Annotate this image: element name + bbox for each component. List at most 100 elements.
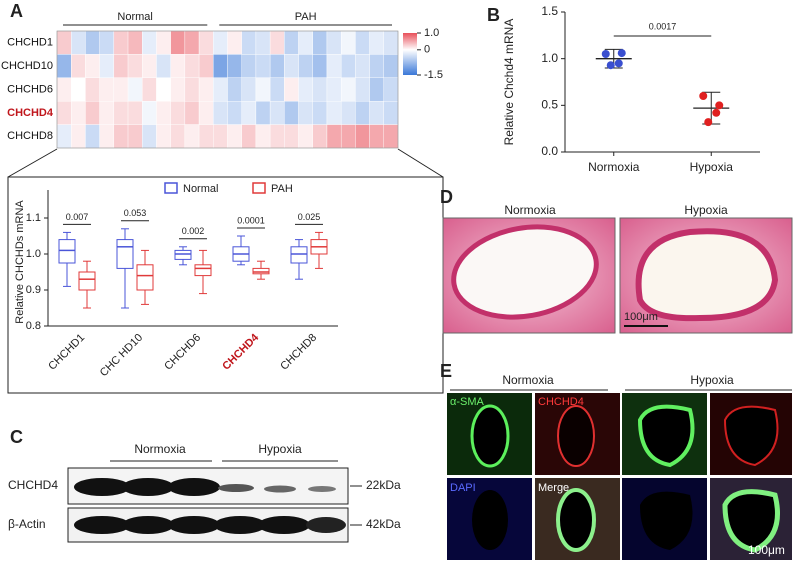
heatmap-cell <box>56 30 72 55</box>
heatmap-cell <box>113 100 129 125</box>
colorbar-label: -1.5 <box>424 69 443 81</box>
heatmap-cell <box>198 77 214 102</box>
dot <box>715 101 724 110</box>
heatmap-cell <box>56 77 72 102</box>
heatmap-cell <box>85 77 100 102</box>
heatmap-cell <box>326 124 342 149</box>
heatmap-cell <box>284 77 299 102</box>
legend-swatch <box>252 182 266 194</box>
heatmap-cell <box>71 100 86 125</box>
heatmap-cell <box>298 54 313 79</box>
heatmap-cell <box>198 124 214 149</box>
channel-label: DAPI <box>450 482 476 494</box>
fluorescence-images <box>447 393 792 560</box>
heatmap-cell <box>56 54 72 79</box>
heatmap-cell <box>127 30 143 55</box>
heatmap-cell <box>127 124 143 149</box>
y-tick-label: 1.0 <box>26 248 41 260</box>
colorbar <box>403 33 417 75</box>
heatmap-cell <box>298 30 313 55</box>
group-label: Hypoxia <box>258 442 302 456</box>
heatmap-cell <box>213 77 228 102</box>
box <box>116 239 134 269</box>
heatmap-cell <box>113 77 129 102</box>
heatmap-cell <box>355 54 370 79</box>
colorbar-label: 0 <box>424 44 430 56</box>
band-label: β-Actin <box>8 517 46 531</box>
heatmap-cell <box>71 30 86 55</box>
heatmap-cell <box>269 54 285 79</box>
group-label: Normoxia <box>504 203 556 217</box>
heatmap-cell <box>269 124 285 149</box>
heatmap-cell <box>170 77 186 102</box>
heatmap-cell <box>99 124 115 149</box>
y-tick-label: 1.5 <box>541 4 558 18</box>
heatmap-cell <box>326 77 342 102</box>
heatmap-cell <box>298 77 313 102</box>
heatmap-cell <box>99 54 115 79</box>
box <box>136 264 154 291</box>
heatmap-cell <box>369 77 384 102</box>
blot-bands <box>74 478 346 534</box>
heatmap-cell <box>198 54 214 79</box>
panel-label: A <box>10 1 23 21</box>
heatmap-cell <box>142 100 157 125</box>
panel-label: E <box>440 361 452 381</box>
group-label: Hypoxia <box>684 203 728 217</box>
heatmap-cell <box>284 124 299 149</box>
row-label: CHCHD6 <box>7 83 53 95</box>
heatmap-cell <box>383 54 399 79</box>
heatmap-cell <box>127 100 143 125</box>
heatmap-cell <box>184 100 200 125</box>
heatmap-cell <box>298 124 313 149</box>
heatmap-cell <box>369 54 384 79</box>
heatmap-cell <box>56 100 72 125</box>
y-tick-label: 1.0 <box>541 51 558 65</box>
heatmap-cell <box>184 30 200 55</box>
dot <box>699 92 708 100</box>
heatmap-cell <box>156 124 171 149</box>
heatmap-cell <box>156 100 171 125</box>
heatmap-cell <box>355 30 370 55</box>
heatmap-cell <box>326 30 342 55</box>
heatmap-cell <box>255 54 271 79</box>
heatmap-cell <box>156 77 171 102</box>
heatmap-cell <box>340 100 356 125</box>
heatmap-cell <box>113 30 129 55</box>
heatmap-cell <box>269 30 285 55</box>
heatmap-cell <box>255 124 271 149</box>
heatmap-cell <box>99 30 115 55</box>
colorbar-label: 1.0 <box>424 27 439 39</box>
x-tick-label: CHCHD6 <box>162 332 203 373</box>
heatmap-cell <box>312 30 328 55</box>
group-label: Normal <box>117 11 152 23</box>
y-tick-label: 0.5 <box>541 98 558 112</box>
heatmap-cell <box>184 124 200 149</box>
heatmap-cell <box>284 54 299 79</box>
heatmap-cell <box>269 77 285 102</box>
heatmap-cell <box>355 124 370 149</box>
heatmap-frame <box>56 30 399 149</box>
y-tick-label: 0.8 <box>26 320 41 332</box>
heatmap-cell <box>383 124 399 149</box>
p-value: 0.025 <box>298 212 321 222</box>
dot <box>601 50 610 58</box>
dot <box>614 59 623 68</box>
y-axis-title: Relative Chchd4 mRNA <box>502 19 516 146</box>
heatmap-cell <box>355 100 370 125</box>
dot <box>606 61 615 70</box>
panel-label: D <box>440 187 453 207</box>
heatmap-cell <box>85 54 100 79</box>
x-tick-label: Hypoxia <box>690 160 734 174</box>
group-label: PAH <box>295 11 317 23</box>
heatmap-cell <box>170 124 186 149</box>
size-label: 42kDa <box>366 517 401 531</box>
legend-label: Normal <box>183 183 218 195</box>
heatmap-cell <box>99 77 115 102</box>
heatmap-cell <box>369 30 384 55</box>
y-tick-label: 0.9 <box>26 284 41 296</box>
heatmap-cell <box>184 54 200 79</box>
x-tick-label: CHCHD4 <box>220 331 262 373</box>
heatmap-cell <box>383 100 399 125</box>
heatmap-cell <box>227 100 242 125</box>
